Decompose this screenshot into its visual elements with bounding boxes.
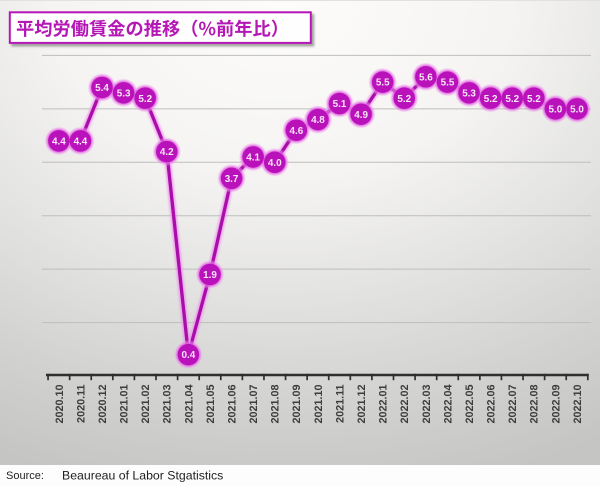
svg-text:5.5: 5.5 [441,78,455,89]
svg-text:5.2: 5.2 [505,94,519,105]
svg-text:2021.05: 2021.05 [205,385,217,424]
svg-text:2022.09: 2022.09 [550,385,562,424]
svg-text:5.2: 5.2 [484,94,498,105]
svg-text:2021.03: 2021.03 [162,385,174,424]
svg-text:5.2: 5.2 [527,94,541,105]
svg-text:5.3: 5.3 [117,88,131,99]
svg-text:2020.11: 2020.11 [75,385,87,423]
svg-text:4.4: 4.4 [52,137,66,148]
svg-text:3.7: 3.7 [225,174,239,185]
svg-text:2021.01: 2021.01 [119,385,131,424]
svg-text:4.0: 4.0 [268,158,282,169]
svg-text:4.9: 4.9 [354,110,368,121]
svg-text:2021.08: 2021.08 [270,385,282,424]
svg-text:4.8: 4.8 [311,115,325,126]
svg-text:2022.08: 2022.08 [529,385,541,424]
svg-text:2021.07: 2021.07 [248,385,260,424]
svg-text:2021.02: 2021.02 [140,385,152,424]
svg-text:4.1: 4.1 [246,153,260,164]
svg-text:5.1: 5.1 [333,99,347,110]
svg-text:2022.02: 2022.02 [399,385,411,424]
svg-text:Beaureau of Labor Stgatistics: Beaureau of Labor Stgatistics [62,469,223,483]
svg-text:2021.10: 2021.10 [313,385,325,424]
svg-text:5.0: 5.0 [549,104,563,115]
svg-text:2022.03: 2022.03 [421,385,433,424]
svg-text:4.2: 4.2 [160,147,174,158]
svg-text:4.6: 4.6 [289,126,303,137]
svg-text:1.9: 1.9 [203,270,217,281]
svg-text:2021.06: 2021.06 [226,385,238,424]
svg-text:2020.10: 2020.10 [54,385,66,424]
svg-text:2021.04: 2021.04 [183,385,195,424]
svg-text:2020.12: 2020.12 [97,385,109,424]
svg-text:5.2: 5.2 [397,94,411,105]
svg-text:5.4: 5.4 [95,83,109,94]
svg-text:2022.04: 2022.04 [442,385,454,424]
svg-text:5.3: 5.3 [462,88,476,99]
svg-text:5.0: 5.0 [570,104,584,115]
svg-text:5.2: 5.2 [138,94,152,105]
svg-text:2022.10: 2022.10 [572,385,584,424]
svg-text:5.5: 5.5 [376,78,390,89]
svg-text:Source:: Source: [6,470,44,482]
svg-text:4.4: 4.4 [74,137,88,148]
svg-text:2022.06: 2022.06 [486,385,498,424]
svg-text:2021.11: 2021.11 [334,385,346,423]
svg-text:2022.01: 2022.01 [378,385,390,424]
svg-text:5.6: 5.6 [419,72,433,83]
svg-text:0.4: 0.4 [182,350,196,361]
svg-text:2021.09: 2021.09 [291,385,303,424]
svg-text:2022.05: 2022.05 [464,385,476,424]
svg-text:2022.07: 2022.07 [507,385,519,424]
svg-text:2021.12: 2021.12 [356,385,368,424]
